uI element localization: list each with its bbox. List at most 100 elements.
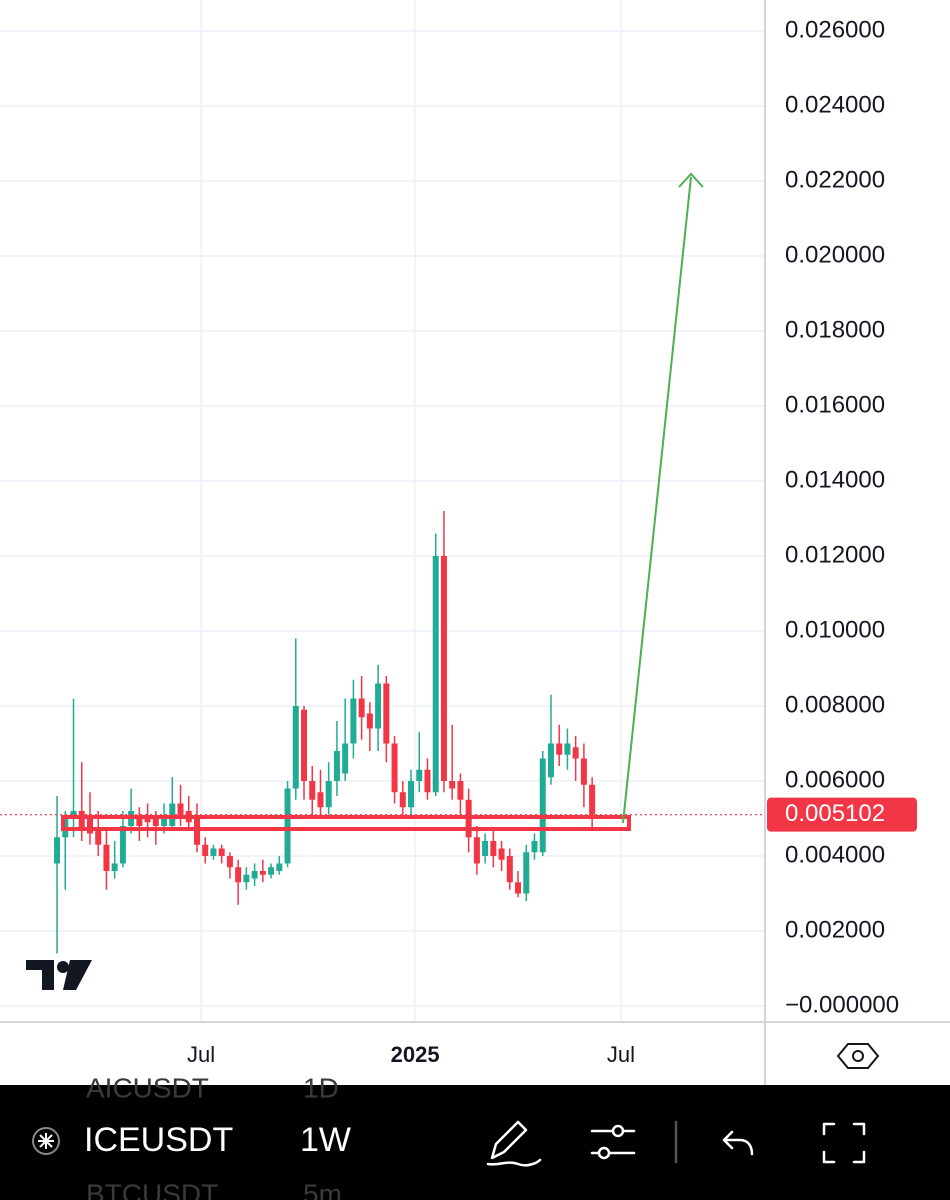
candle-body (342, 743, 349, 774)
y-tick-label: 0.018000 (785, 316, 885, 343)
faded-symbol: AICUSDT (86, 1072, 209, 1103)
toolbar (0, 1085, 950, 1200)
y-tick-label: 0.006000 (785, 766, 885, 793)
settings-sliders-icon[interactable] (590, 1124, 636, 1160)
candle-body (309, 780, 316, 800)
candle-body (226, 855, 233, 868)
y-tick-label: 0.010000 (785, 616, 885, 643)
candle-body (152, 818, 159, 826)
candle-body (86, 818, 93, 834)
candle-body (284, 788, 291, 864)
settings-icon[interactable] (836, 1043, 880, 1069)
y-tick-label: 0.022000 (785, 166, 885, 193)
candle-body (136, 818, 143, 826)
target-arrow (622, 176, 692, 824)
candle-body (54, 837, 61, 864)
arrow-head (678, 172, 704, 188)
faded-interval: 5m (303, 1178, 342, 1200)
candle-body (424, 769, 431, 793)
candle-body (243, 874, 250, 883)
candle-body (333, 750, 340, 781)
candle-body (498, 848, 505, 860)
candle-body (473, 837, 480, 864)
candle-body (457, 780, 464, 800)
y-tick-label: 0.012000 (785, 541, 885, 568)
candle-body (78, 810, 85, 830)
candle-body (432, 555, 439, 793)
candle-body (235, 867, 242, 883)
x-tick-label: Jul (187, 1042, 215, 1067)
candle-body (325, 780, 332, 808)
y-tick-label: 0.026000 (785, 16, 885, 43)
candle-body (506, 855, 513, 883)
x-tick-label: 2025 (391, 1042, 440, 1067)
candle-body (556, 743, 563, 755)
candle-body (515, 882, 522, 894)
faded-symbol: BTCUSDT (86, 1178, 218, 1200)
candle-body (268, 867, 275, 875)
candle-body (350, 698, 357, 744)
candle-body (202, 844, 209, 856)
last-price-badge (767, 797, 917, 832)
candle-body (547, 743, 554, 778)
candle-body (95, 829, 102, 845)
candle-body (539, 758, 546, 853)
candle-body (111, 863, 118, 871)
last-price-label: 0.005102 (785, 800, 885, 827)
fullscreen-icon[interactable] (822, 1122, 866, 1164)
y-tick-label: 0.002000 (785, 916, 885, 943)
draw-icon[interactable] (486, 1120, 542, 1167)
y-tick-label: 0.020000 (785, 241, 885, 268)
interval[interactable]: 1W (300, 1121, 351, 1159)
candle-body (292, 705, 299, 789)
candle-body (103, 844, 110, 871)
candle-body (449, 780, 456, 789)
tv-logo (26, 960, 92, 990)
candle-body (399, 792, 406, 808)
candle-body (358, 698, 365, 718)
candle-body (70, 810, 77, 819)
candle-body (375, 683, 382, 729)
candle-body (391, 743, 398, 793)
support-zone (61, 815, 631, 831)
candle-body (523, 852, 530, 894)
y-tick-label: −0.000000 (785, 991, 899, 1018)
candle-body (490, 840, 497, 856)
y-tick-label: 0.014000 (785, 466, 885, 493)
candle-body (408, 780, 415, 808)
candle-body (301, 709, 308, 781)
candle-body (564, 743, 571, 755)
symbol[interactable]: ICEUSDT (84, 1121, 233, 1159)
faded-interval: 1D (303, 1072, 339, 1103)
candle-body (317, 792, 324, 808)
candle-body (119, 825, 126, 864)
candle-body (169, 803, 176, 826)
candle-body (572, 747, 579, 759)
candle-body (580, 758, 587, 785)
candle-body (177, 803, 184, 819)
candle-body (589, 784, 596, 815)
candle-body (259, 870, 266, 875)
candle-body (161, 818, 168, 826)
y-tick-label: 0.008000 (785, 691, 885, 718)
y-tick-label: 0.004000 (785, 841, 885, 868)
candle-body (210, 848, 217, 856)
candle-body (482, 840, 489, 856)
candle-body (276, 863, 283, 871)
x-tick-label: Jul (607, 1042, 635, 1067)
undo-icon[interactable] (722, 1130, 754, 1156)
y-tick-label: 0.024000 (785, 91, 885, 118)
candle-body (366, 713, 373, 729)
candle-body (531, 840, 538, 853)
candle-body (383, 683, 390, 744)
candle-body (251, 870, 258, 879)
symbol-logo (32, 1127, 60, 1155)
candle-body (193, 818, 200, 845)
candle-body (416, 769, 423, 781)
candle-body (144, 818, 151, 823)
y-tick-label: 0.016000 (785, 391, 885, 418)
candle-body (440, 555, 447, 781)
